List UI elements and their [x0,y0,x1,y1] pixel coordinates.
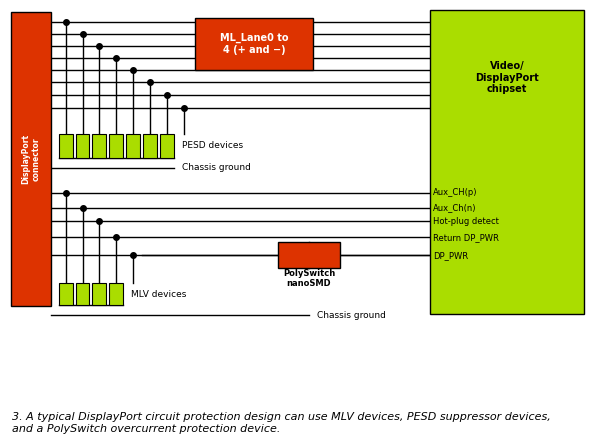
Text: PESD devices: PESD devices [182,141,244,150]
Bar [76,283,89,305]
Bar [143,134,157,158]
Text: MLV devices: MLV devices [131,290,187,299]
Bar [92,134,106,158]
Bar [59,134,73,158]
Text: DP_PWR: DP_PWR [433,251,468,260]
Text: Chassis ground: Chassis ground [317,311,386,320]
Bar [430,10,584,314]
Text: 3. A typical DisplayPort circuit protection design can use MLV devices, PESD sup: 3. A typical DisplayPort circuit protect… [12,412,551,434]
Bar [278,243,340,268]
Text: ML_Lane0 to
4 (+ and −): ML_Lane0 to 4 (+ and −) [220,33,289,55]
Bar [195,18,313,70]
Text: Aux_CH(p): Aux_CH(p) [433,188,477,197]
Text: PolySwitch
nanoSMD: PolySwitch nanoSMD [283,268,335,288]
Bar [76,134,89,158]
Text: Chassis ground: Chassis ground [182,163,251,172]
Bar [11,12,50,306]
Bar [109,283,124,305]
Bar [160,134,174,158]
Text: Aux_Ch(n): Aux_Ch(n) [433,203,476,212]
Bar [92,283,106,305]
Text: Hot-plug detect: Hot-plug detect [433,217,499,226]
Bar [109,134,124,158]
Bar [59,283,73,305]
Text: Return DP_PWR: Return DP_PWR [433,233,499,242]
Bar [127,134,140,158]
Text: Video/
DisplayPort
chipset: Video/ DisplayPort chipset [475,61,539,95]
Text: DisplayPort
connector: DisplayPort connector [21,134,40,184]
